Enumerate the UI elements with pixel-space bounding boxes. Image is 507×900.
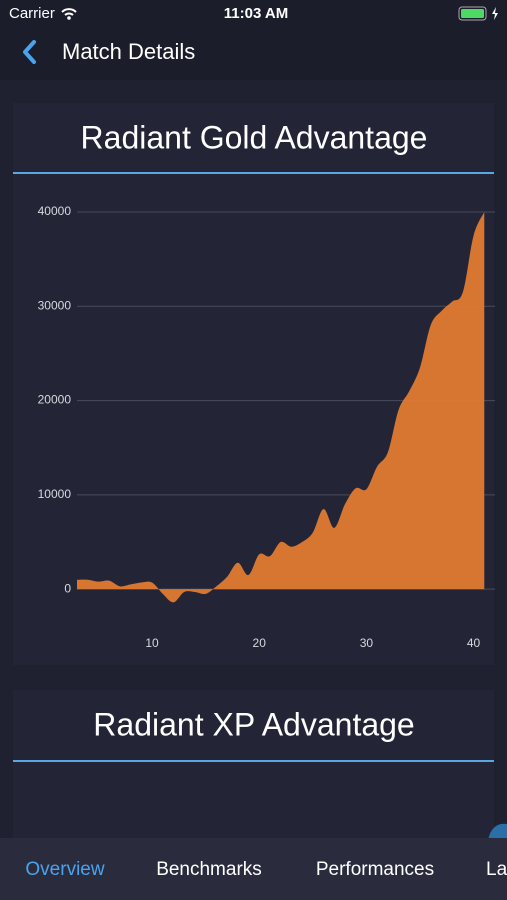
y-tick-label: 0 bbox=[64, 581, 71, 595]
tab[interactable]: Performances bbox=[316, 859, 434, 880]
y-tick-label: 40000 bbox=[38, 204, 72, 218]
header bbox=[0, 0, 507, 80]
nav-title: Match Details bbox=[62, 39, 195, 64]
charging-icon bbox=[492, 7, 498, 20]
x-tick-label: 40 bbox=[467, 636, 481, 650]
x-tick-label: 10 bbox=[145, 636, 159, 650]
wifi-icon bbox=[61, 8, 77, 16]
chart-title: Radiant Gold Advantage bbox=[81, 119, 428, 155]
partial-area bbox=[488, 823, 507, 840]
x-tick-label: 20 bbox=[253, 636, 267, 650]
y-tick-label: 30000 bbox=[38, 298, 72, 312]
tab[interactable]: Overview bbox=[25, 859, 104, 880]
back-button[interactable] bbox=[23, 40, 36, 64]
area bbox=[77, 212, 485, 603]
y-tick-label: 20000 bbox=[38, 393, 72, 407]
chart-title: Radiant XP Advantage bbox=[93, 706, 414, 742]
tab-bar bbox=[0, 838, 507, 900]
tab[interactable]: La bbox=[486, 859, 507, 880]
carrier: Carrier bbox=[9, 5, 55, 22]
tab[interactable]: Benchmarks bbox=[156, 859, 262, 880]
battery-level bbox=[461, 9, 484, 18]
title-underline bbox=[13, 172, 494, 174]
wifi-dot bbox=[67, 16, 71, 20]
clock: 11:03 AM bbox=[224, 5, 288, 22]
y-tick-label: 10000 bbox=[38, 487, 72, 501]
chart-card bbox=[13, 690, 494, 840]
title-underline bbox=[13, 760, 494, 762]
battery bbox=[458, 6, 487, 21]
x-tick-label: 30 bbox=[360, 636, 374, 650]
